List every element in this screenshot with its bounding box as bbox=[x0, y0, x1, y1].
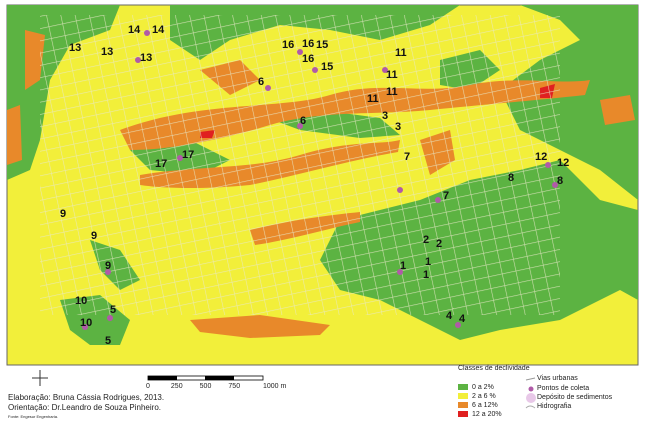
point-label: 3 bbox=[382, 110, 388, 122]
scale-label: 0 bbox=[146, 383, 150, 390]
point-label: 11 bbox=[367, 93, 379, 105]
point-label: 6 bbox=[258, 76, 264, 88]
legend-item: Depósito de sedimentos bbox=[537, 394, 613, 401]
point-label: 11 bbox=[395, 47, 407, 59]
collection-point bbox=[297, 49, 303, 55]
point-label: 17 bbox=[182, 149, 194, 161]
legend-item: 2 a 6 % bbox=[472, 393, 496, 400]
collection-point bbox=[552, 182, 558, 188]
collection-point bbox=[455, 322, 461, 328]
scale-labels: 0 250 500 750 1000 m bbox=[146, 383, 286, 390]
collection-point bbox=[435, 197, 441, 203]
point-label: 9 bbox=[60, 208, 66, 220]
collection-point bbox=[397, 269, 403, 275]
point-label: 12 bbox=[535, 151, 547, 163]
point-label: 12 bbox=[557, 157, 569, 169]
credit: Elaboração: Bruna Cássia Rodrigues, 2013… bbox=[8, 393, 164, 402]
point-label: 13 bbox=[69, 42, 81, 54]
collection-point bbox=[82, 324, 88, 330]
point-label: 8 bbox=[508, 172, 514, 184]
scale-label: 1000 m bbox=[263, 383, 287, 390]
point-label: 7 bbox=[404, 151, 410, 163]
collection-point bbox=[135, 57, 141, 63]
point-label: 9 bbox=[105, 260, 111, 272]
collection-point bbox=[265, 85, 271, 91]
legend-title: Classes de declividade bbox=[458, 365, 530, 372]
legend-item: Hidrografia bbox=[537, 403, 571, 410]
point-label: 17 bbox=[155, 158, 167, 170]
point-label: 13 bbox=[101, 46, 113, 58]
point-label: 1 bbox=[400, 260, 406, 272]
collection-point bbox=[397, 187, 403, 193]
point-label: 2 bbox=[436, 238, 442, 250]
point-label: 16 bbox=[302, 53, 314, 65]
scale-bar bbox=[147, 375, 264, 381]
collection-point bbox=[107, 315, 113, 321]
point-label: 15 bbox=[321, 61, 333, 73]
legend-item: Pontos de coleta bbox=[537, 385, 589, 392]
collection-point bbox=[144, 30, 150, 36]
point-label: 8 bbox=[557, 175, 563, 187]
urban-roads bbox=[40, 15, 560, 315]
scale-label: 250 bbox=[171, 383, 183, 390]
point-label: 5 bbox=[110, 304, 116, 316]
point-label: 11 bbox=[386, 86, 398, 98]
collection-point bbox=[297, 123, 303, 129]
point-label: 14 bbox=[152, 24, 165, 36]
map-frame bbox=[6, 4, 639, 366]
point-label: 5 bbox=[105, 335, 111, 347]
legend-item: 6 a 12% bbox=[472, 402, 498, 409]
point-label: 3 bbox=[395, 121, 401, 133]
point-label: 1 bbox=[423, 269, 429, 281]
legend bbox=[458, 377, 536, 417]
scale-label: 500 bbox=[200, 383, 212, 390]
scale-label: 750 bbox=[228, 383, 240, 390]
point-label: 15 bbox=[316, 39, 328, 51]
collection-point bbox=[312, 67, 318, 73]
collection-point bbox=[105, 269, 111, 275]
collection-point bbox=[382, 67, 388, 73]
point-label: 4 bbox=[446, 310, 453, 322]
point-label: 10 bbox=[80, 317, 92, 329]
north-arrow bbox=[32, 370, 48, 386]
point-label: 13 bbox=[140, 52, 152, 64]
point-label: 2 bbox=[423, 234, 429, 246]
point-label: 6 bbox=[300, 115, 306, 127]
point-label: 14 bbox=[128, 24, 141, 36]
legend-item: 0 a 2% bbox=[472, 384, 494, 391]
credit: Orientação: Dr.Leandro de Souza Pinheiro… bbox=[8, 403, 161, 412]
point-label: 9 bbox=[91, 230, 97, 242]
point-label: 1 bbox=[425, 256, 431, 268]
collection-point bbox=[545, 162, 551, 168]
legend-item: 12 a 20% bbox=[472, 411, 502, 418]
point-label: 11 bbox=[386, 69, 398, 81]
point-label: 4 bbox=[459, 313, 466, 325]
collection-point bbox=[177, 155, 183, 161]
point-label: 10 bbox=[75, 295, 87, 307]
point-label: 16 bbox=[302, 38, 314, 50]
point-label: 7 bbox=[443, 190, 449, 202]
credit: Fonte: Engesur Engenharia. bbox=[8, 414, 58, 419]
legend-item: Vias urbanas bbox=[537, 375, 578, 382]
point-label: 16 bbox=[282, 39, 294, 51]
